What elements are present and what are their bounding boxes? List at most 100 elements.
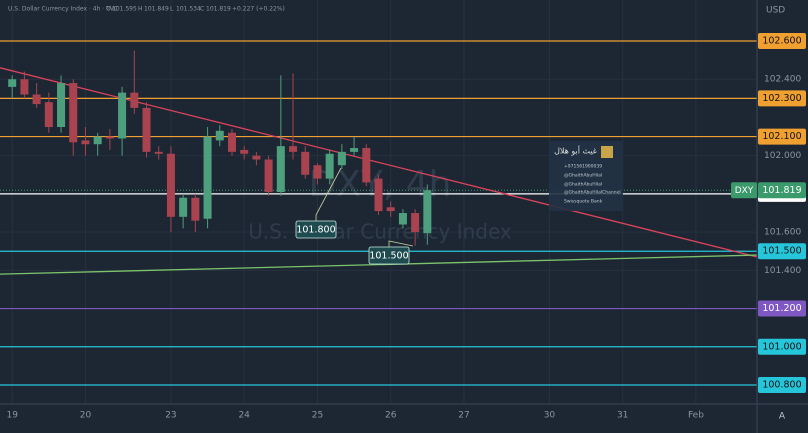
header-change: +0.227 (+0.22%) (232, 6, 285, 13)
x-tick-label: 24 (238, 411, 250, 421)
last-price-tag (758, 182, 806, 199)
candle-body (215, 130, 224, 141)
candle-body (105, 136, 114, 139)
candle-body (44, 102, 53, 128)
level-tag (758, 33, 806, 50)
header-label: C (200, 6, 204, 13)
candle-body (301, 151, 310, 175)
header-value: 101.849 (144, 6, 169, 13)
logo-name: غيث أبو هلال (554, 146, 597, 156)
level-tag (758, 338, 806, 355)
level-label: 101.500 (762, 246, 801, 257)
level-tag (758, 90, 806, 107)
level-label: 102.100 (762, 131, 801, 142)
x-tick-label: 25 (312, 411, 323, 421)
y-tick-label: 102.400 (764, 75, 801, 85)
candle-body (325, 153, 334, 179)
header: U.S. Dollar Currency Index · 4h · TVC O … (8, 6, 285, 13)
candle-body (374, 178, 383, 212)
candle-body (32, 94, 41, 105)
axes: 102.400 102.000 101.600 101.400 19 20 23 24 25 26… (6, 33, 806, 421)
candle-body (93, 136, 102, 145)
callouts: 101.800 101.500 (295, 167, 414, 265)
x-tick-label: 20 (80, 411, 92, 421)
trendlines (0, 67, 758, 275)
header-label: H (138, 6, 143, 13)
level-tag (758, 243, 806, 260)
candle-body (398, 213, 407, 225)
candle-body (252, 155, 261, 160)
candle-body (337, 151, 346, 166)
level-label: 102.600 (762, 36, 801, 47)
x-tick-label: 27 (458, 411, 469, 421)
header-label: O (106, 6, 111, 13)
candle-body (203, 136, 212, 219)
logo-handle: @GhaithAbuHilal (564, 182, 602, 188)
candle-body (411, 213, 420, 233)
candle-body (227, 132, 236, 152)
candle-body (289, 146, 298, 152)
watermark-name: U.S. Dollar Currency Index (248, 220, 512, 244)
level-tag (758, 300, 806, 317)
symbol-tag (731, 182, 757, 199)
header-title: U.S. Dollar Currency Index · 4h · TVC (8, 6, 118, 13)
candle-body (179, 197, 188, 217)
candle-body (191, 197, 200, 221)
x-tick-label: Feb (688, 411, 704, 421)
candle-body (362, 148, 371, 183)
level-tag (758, 376, 806, 393)
callout-connector (315, 167, 342, 221)
level-label: 101.200 (762, 303, 801, 314)
logo-phone: +971561900039 (564, 164, 602, 170)
level-tag (758, 128, 806, 145)
axis-mode: A (779, 412, 786, 422)
symbol-label: DXY (735, 186, 754, 196)
x-tick-label: 19 (6, 411, 18, 421)
candle-body (57, 83, 66, 128)
logo: غيث أبو هلال +971561900039 @GhaithAbuHil… (549, 141, 623, 211)
logo-handle: @GhaithAbuHilal (564, 173, 602, 179)
candle-body (264, 159, 273, 192)
level-label: 101.000 (762, 341, 801, 352)
candle-body (81, 140, 90, 145)
x-tick-label: 23 (165, 411, 176, 421)
callout-box (295, 220, 337, 239)
candle-body (154, 151, 163, 154)
header-label: L (170, 6, 174, 13)
header-value: 101.595 (112, 6, 137, 13)
candle-body (423, 190, 432, 234)
header-value: 101.534 (176, 6, 201, 13)
candle-body (8, 79, 17, 87)
last-price-label: 101.819 (762, 185, 801, 196)
logo-icon (601, 146, 613, 158)
currency: USD (766, 6, 785, 16)
candle-body (166, 153, 175, 217)
logo-channel: @GhaithAbuHilalChannel (564, 190, 621, 196)
candle-body (386, 207, 395, 212)
candle-body (142, 107, 151, 152)
candle-body (69, 83, 78, 143)
y-tick-label: 101.600 (764, 228, 801, 238)
candle-body (118, 92, 127, 139)
header-value: 101.819 (206, 6, 231, 13)
logo-bank: Swissquote Bank (564, 199, 603, 205)
candle-body (313, 165, 322, 179)
x-tick-label: 30 (544, 411, 556, 421)
y-tick-label: 102.000 (764, 151, 801, 161)
callout-box (368, 246, 410, 265)
candle-body (276, 146, 285, 192)
y-tick-label: 101.400 (764, 266, 801, 276)
x-tick-label: 26 (385, 411, 397, 421)
callout-connector (388, 240, 414, 247)
candle-body (130, 92, 139, 108)
callout-label: 101.800 (296, 225, 335, 236)
callout-label: 101.500 (369, 251, 408, 262)
candle-body (240, 149, 249, 154)
candle-body (350, 148, 359, 152)
candle-body (20, 79, 29, 95)
x-tick-label: 31 (617, 411, 628, 421)
trendline (0, 67, 758, 258)
level-label: 100.800 (762, 379, 801, 390)
